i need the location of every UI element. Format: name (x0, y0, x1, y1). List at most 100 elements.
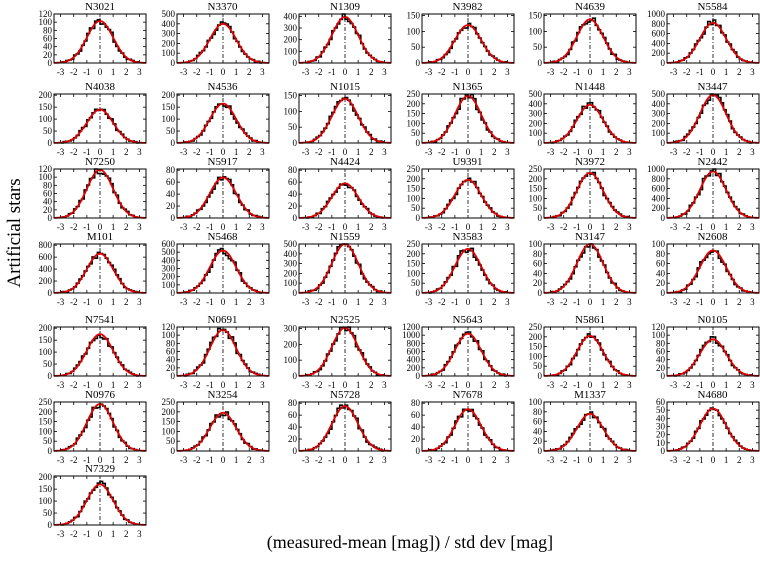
y-tick-label: 0 (660, 213, 665, 223)
x-tick-label: 2 (737, 67, 742, 77)
gaussian-fit-curve (666, 407, 759, 452)
x-tick-label: -2 (560, 297, 568, 307)
y-tick-label: 0 (538, 138, 543, 148)
y-tick-label: 300 (529, 109, 543, 119)
x-tick-label: 3 (382, 455, 387, 465)
x-tick-label: -3 (179, 297, 187, 307)
x-tick-label: 2 (614, 67, 619, 77)
x-tick-label: -3 (179, 222, 187, 232)
x-tick-label: -3 (547, 297, 555, 307)
y-tick-label: 100 (161, 114, 175, 124)
x-tick-label: -3 (57, 380, 65, 390)
histogram-panel: N2525 -3 -2 -1 0 1 2 3 0 100 200 300 (269, 314, 401, 393)
y-tick-label: 40 (166, 355, 176, 365)
y-tick-label: 250 (406, 164, 420, 174)
x-tick-label: 2 (247, 455, 252, 465)
x-tick-label: 1 (356, 380, 361, 390)
x-tick-label: 0 (465, 147, 470, 157)
y-tick-label: 0 (415, 446, 420, 456)
y-tick-label: 500 (161, 9, 175, 19)
x-tick-label: -2 (682, 297, 690, 307)
gaussian-fit-curve (544, 334, 636, 377)
x-tick-label: 1 (723, 297, 728, 307)
y-tick-label: 100 (161, 280, 175, 290)
y-tick-label: 60 (411, 410, 421, 420)
y-tick-label: 600 (651, 184, 665, 194)
x-tick-label: -2 (70, 147, 78, 157)
y-tick-label: 80 (288, 165, 298, 175)
x-tick-label: 3 (137, 297, 142, 307)
y-tick-label: 100 (39, 17, 53, 27)
y-tick-label: 200 (406, 249, 420, 259)
x-tick-label: -3 (179, 380, 187, 390)
y-tick-label: 100 (161, 48, 175, 58)
x-tick-label: -2 (70, 67, 78, 77)
y-tick-label: 400 (284, 11, 298, 21)
y-tick-label: 150 (406, 109, 420, 119)
x-tick-label: -2 (437, 67, 445, 77)
x-tick-label: 3 (505, 222, 510, 232)
y-tick-label: 50 (533, 361, 543, 371)
x-tick-label: 2 (369, 147, 374, 157)
x-tick-label: -3 (57, 297, 65, 307)
x-tick-label: 2 (369, 380, 374, 390)
x-tick-label: 2 (737, 297, 742, 307)
y-tick-label: 80 (533, 407, 543, 417)
y-tick-label: 50 (43, 126, 53, 136)
x-tick-label: 1 (111, 380, 116, 390)
x-tick-label: -3 (669, 67, 677, 77)
x-tick-label: 0 (220, 147, 225, 157)
x-tick-label: -1 (83, 222, 91, 232)
y-tick-label: 200 (529, 118, 543, 128)
panel-title: N1559 (330, 231, 360, 243)
gaussian-fit-curve (666, 249, 759, 294)
y-tick-label: 50 (411, 42, 421, 52)
y-tick-label: 200 (161, 272, 175, 282)
panel-title: N4639 (575, 1, 605, 13)
y-tick-label: 300 (284, 259, 298, 269)
y-tick-label: 50 (166, 126, 176, 136)
x-tick-label: -2 (437, 297, 445, 307)
x-tick-label: 2 (614, 222, 619, 232)
histogram-panel: N7329 -3 -2 -1 0 1 2 3 0 50 100 150 200 (24, 463, 156, 542)
histogram-panel: N7250 -3 -2 -1 0 1 2 3 0 20 40 60 80 100 120 (24, 156, 156, 235)
gaussian-fit-curve (176, 411, 269, 452)
y-tick-label: 200 (39, 407, 53, 417)
histogram-panel: N4639 -3 -2 -1 0 1 2 3 0 50 100 150 (514, 1, 646, 80)
x-tick-label: -1 (696, 222, 704, 232)
y-tick-label: 250 (161, 397, 175, 407)
y-tick-label: 100 (39, 172, 53, 182)
x-tick-label: 0 (343, 455, 348, 465)
x-tick-label: -3 (547, 67, 555, 77)
y-tick-label: 200 (284, 35, 298, 45)
y-tick-label: 40 (43, 42, 53, 52)
x-tick-label: 3 (260, 67, 265, 77)
x-tick-label: 1 (111, 529, 116, 539)
gaussian-fit-curve (176, 176, 269, 219)
y-axis-label: Artificial stars (4, 178, 25, 288)
y-tick-label: 0 (660, 288, 665, 298)
x-tick-label: 1 (111, 147, 116, 157)
x-tick-label: 0 (465, 222, 470, 232)
y-tick-label: 20 (533, 436, 543, 446)
y-tick-label: 80 (656, 249, 666, 259)
y-tick-label: 150 (161, 417, 175, 427)
gaussian-fit-curve (176, 249, 269, 294)
x-tick-label: -3 (669, 297, 677, 307)
panel-title: N5468 (207, 231, 238, 243)
x-tick-label: 0 (588, 380, 593, 390)
y-tick-label: 0 (415, 288, 420, 298)
y-tick-label: 60 (656, 397, 666, 407)
x-tick-label: -1 (206, 380, 214, 390)
y-tick-label: 50 (533, 42, 543, 52)
x-tick-label: -2 (560, 455, 568, 465)
gaussian-fit-curve (176, 22, 269, 64)
gaussian-fit-curve (299, 97, 391, 144)
